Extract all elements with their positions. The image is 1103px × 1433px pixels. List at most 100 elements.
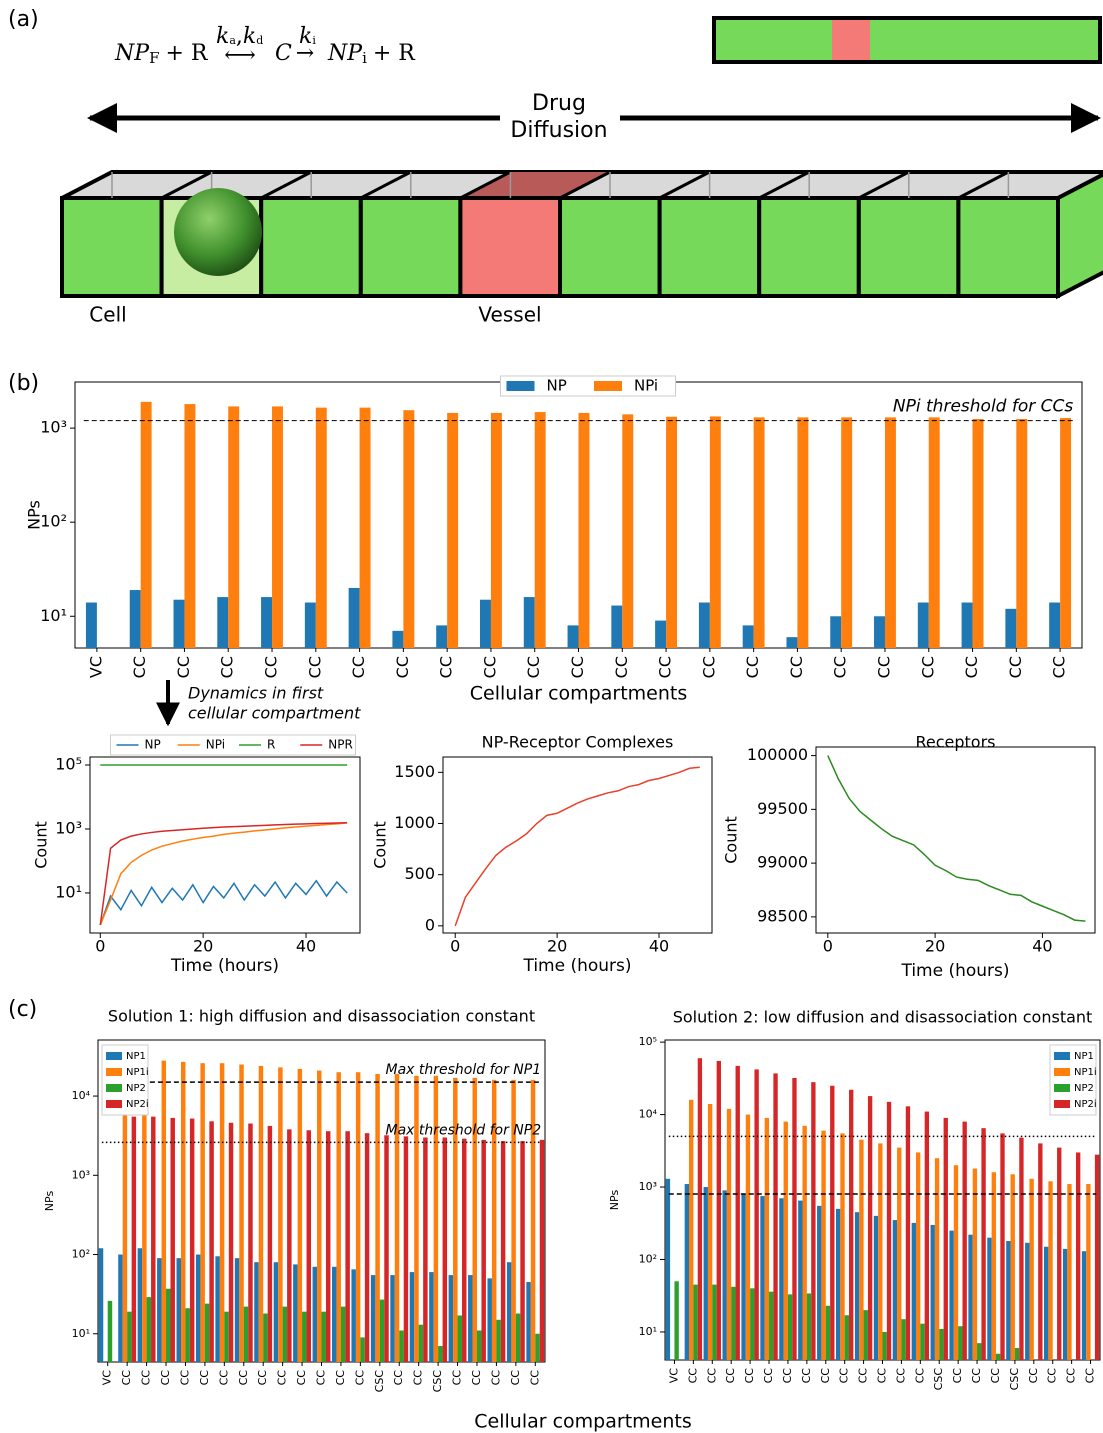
bar <box>1086 1184 1090 1360</box>
x-tick-label: CC <box>217 1370 230 1386</box>
bar <box>925 1112 929 1360</box>
cell-sphere <box>174 188 262 276</box>
bar <box>462 1139 466 1362</box>
bar <box>1006 1241 1010 1360</box>
y-tick-label: 10³ <box>55 818 82 837</box>
bar <box>535 412 546 648</box>
bar <box>272 406 283 648</box>
x-tick-label: CC <box>781 1368 794 1384</box>
bar <box>228 406 239 648</box>
bar <box>1095 1155 1099 1360</box>
x-tick-label: 20 <box>193 937 213 956</box>
y-tick-label: 500 <box>404 864 435 883</box>
x-tick-label: CC <box>353 1370 366 1386</box>
bar <box>708 1104 712 1360</box>
legend-label: NPR <box>328 738 353 752</box>
x-tick-label: CC <box>470 1370 483 1386</box>
bar <box>855 1212 859 1360</box>
bar <box>906 1106 910 1360</box>
x-tick-label: 0 <box>95 937 105 956</box>
bar <box>1076 1152 1080 1360</box>
bar <box>481 1140 485 1362</box>
bar <box>184 404 195 648</box>
x-tick-label: CC <box>412 1370 425 1386</box>
bar <box>1044 1247 1048 1360</box>
y-tick-label: 10¹ <box>55 882 82 901</box>
bar <box>1048 1181 1052 1360</box>
bar <box>622 414 633 648</box>
legend-swatch <box>106 1052 122 1060</box>
cell <box>759 198 859 296</box>
bar <box>741 1194 745 1360</box>
bar <box>699 603 710 648</box>
bar <box>689 1100 693 1360</box>
x-tick-label: CC <box>699 656 718 678</box>
bar <box>263 1314 267 1362</box>
bar <box>274 1262 278 1362</box>
bar <box>349 588 360 648</box>
bar <box>655 621 666 648</box>
bar <box>322 1312 326 1362</box>
bar <box>797 417 808 648</box>
bar <box>769 1292 773 1360</box>
y-tick-label: 10⁵ <box>55 755 82 774</box>
bar <box>332 1267 336 1362</box>
x-tick-label: CC <box>349 656 368 678</box>
bar <box>496 1320 500 1362</box>
x-tick-label: CC <box>874 656 893 678</box>
bar <box>807 1293 811 1360</box>
bar <box>520 1141 524 1362</box>
equation: NPF+ R <box>114 41 209 67</box>
bar <box>453 1078 457 1362</box>
bar <box>108 1301 112 1362</box>
x-tick-label: 20 <box>547 937 567 956</box>
bar <box>351 1269 355 1362</box>
x-tick-label: CC <box>1084 1368 1097 1384</box>
bar <box>220 1063 224 1362</box>
bar <box>132 1117 136 1362</box>
bar <box>949 1231 953 1360</box>
y-axis-label: Count <box>32 821 51 869</box>
x-tick-label: CC <box>130 656 149 678</box>
bar <box>685 1184 689 1360</box>
x-tick-label: CC <box>743 656 762 678</box>
x-tick-label: CC <box>305 656 324 678</box>
bar <box>390 1275 394 1362</box>
bar <box>200 1063 204 1362</box>
bar <box>878 1143 882 1360</box>
bar <box>666 1179 670 1360</box>
x-tick-label: 20 <box>925 937 945 956</box>
bar <box>731 1287 735 1360</box>
cell <box>859 198 959 296</box>
y-tick-label: 10² <box>72 1248 90 1261</box>
y-tick-label: 1500 <box>394 762 435 781</box>
y-tick-label: 10⁴ <box>72 1089 91 1102</box>
x-tick-label: CC <box>315 1370 328 1386</box>
x-tick-label: CC <box>198 1370 211 1386</box>
plot-frame <box>816 747 1095 933</box>
x-tick-label: CC <box>295 1370 308 1386</box>
eq-part: NP <box>114 41 150 66</box>
bar <box>817 1206 821 1360</box>
x-tick-label: CC <box>334 1370 347 1386</box>
chart-title: Solution 2: low diffusion and disassocia… <box>673 1008 1093 1027</box>
line-series <box>455 767 700 926</box>
eq-part: i <box>362 49 367 67</box>
legend-swatch <box>106 1068 122 1076</box>
eq-arrow: ⟷ <box>224 43 256 68</box>
bar <box>410 1272 414 1362</box>
bar <box>162 1061 166 1362</box>
x-tick-label: CC <box>237 1370 250 1386</box>
x-tick-label: CC <box>262 656 281 678</box>
bar <box>754 1069 758 1360</box>
bar <box>579 413 590 648</box>
bar <box>996 1354 1000 1360</box>
bar <box>434 1076 438 1362</box>
bar <box>345 1131 349 1362</box>
legend-label: NPi <box>634 377 658 395</box>
x-tick-label: CC <box>705 1368 718 1384</box>
bar <box>244 1307 248 1362</box>
bar <box>666 417 677 648</box>
cell <box>261 198 361 296</box>
x-tick-label: CC <box>528 1370 541 1386</box>
